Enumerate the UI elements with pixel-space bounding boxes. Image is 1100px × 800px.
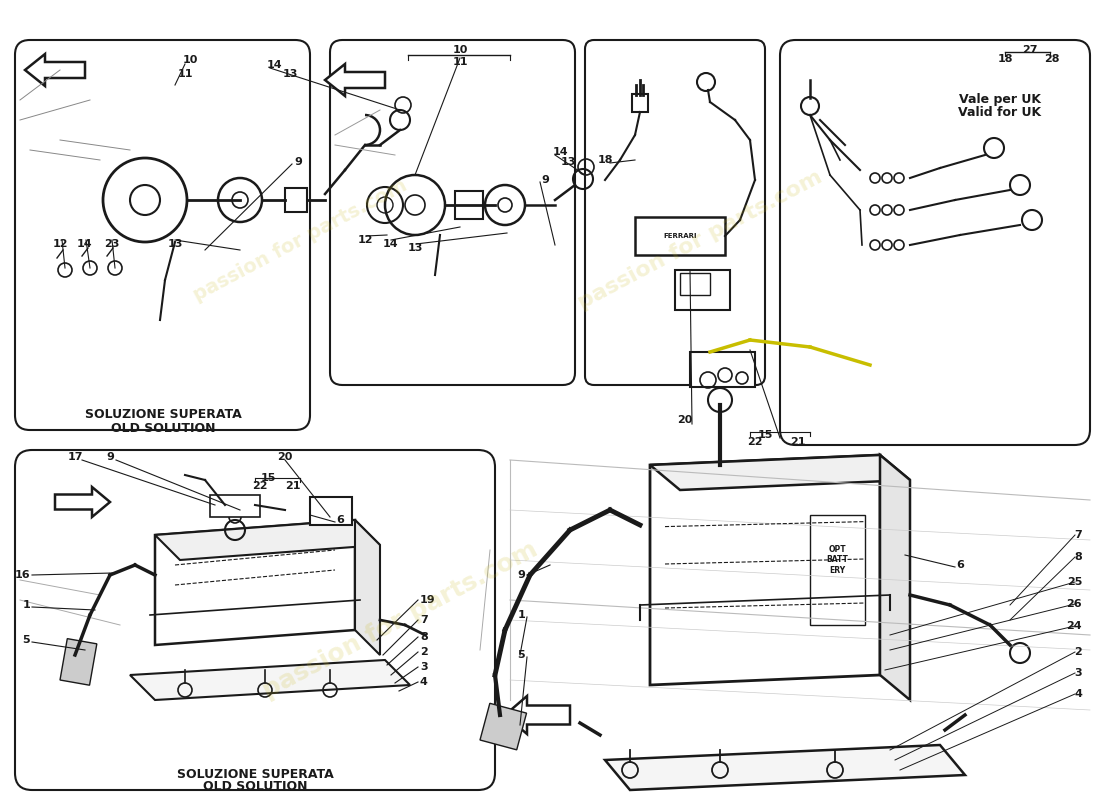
Text: 6: 6 — [956, 560, 964, 570]
Text: 2: 2 — [1075, 647, 1082, 657]
Bar — [635, 217, 725, 255]
Text: 11: 11 — [452, 57, 468, 67]
Text: OLD SOLUTION: OLD SOLUTION — [111, 422, 216, 434]
Text: 12: 12 — [358, 235, 373, 245]
Text: Valid for UK: Valid for UK — [958, 106, 1042, 119]
Text: 21: 21 — [285, 481, 300, 491]
Text: 5: 5 — [22, 635, 30, 645]
Polygon shape — [155, 520, 380, 560]
Text: 27: 27 — [1022, 45, 1037, 55]
Bar — [285, 188, 307, 212]
Text: 19: 19 — [420, 595, 436, 605]
Text: 18: 18 — [998, 54, 1013, 64]
Bar — [632, 94, 648, 112]
Text: OPT
BATT
ERY: OPT BATT ERY — [826, 545, 848, 575]
Bar — [310, 497, 352, 525]
Text: SOLUZIONE SUPERATA: SOLUZIONE SUPERATA — [177, 767, 333, 781]
Text: 5: 5 — [517, 650, 525, 660]
Text: 15: 15 — [757, 430, 772, 440]
Text: 8: 8 — [1075, 552, 1082, 562]
Bar — [455, 191, 483, 219]
Text: 9: 9 — [517, 570, 525, 580]
Text: 9: 9 — [294, 157, 301, 167]
Bar — [480, 703, 527, 750]
Text: 4: 4 — [420, 677, 428, 687]
Text: 14: 14 — [77, 239, 92, 249]
Bar — [60, 638, 97, 686]
Text: 4: 4 — [1074, 689, 1082, 699]
Text: 23: 23 — [104, 239, 120, 249]
Text: 12: 12 — [53, 239, 68, 249]
Text: 13: 13 — [560, 157, 575, 167]
Text: passion for parts.com: passion for parts.com — [574, 167, 825, 313]
Text: 13: 13 — [283, 69, 298, 79]
Bar — [810, 515, 865, 625]
Text: 14: 14 — [552, 147, 568, 157]
Text: Vale per UK: Vale per UK — [959, 94, 1041, 106]
Text: 13: 13 — [407, 243, 422, 253]
Text: 6: 6 — [337, 515, 344, 525]
Text: SOLUZIONE SUPERATA: SOLUZIONE SUPERATA — [85, 409, 241, 422]
Text: 26: 26 — [1066, 599, 1082, 609]
Text: 8: 8 — [420, 632, 428, 642]
Text: 2: 2 — [420, 647, 428, 657]
Polygon shape — [324, 64, 385, 96]
Text: OLD SOLUTION: OLD SOLUTION — [202, 781, 307, 794]
Polygon shape — [55, 487, 110, 517]
Text: 22: 22 — [747, 437, 762, 447]
Polygon shape — [505, 696, 570, 734]
Text: 11: 11 — [177, 69, 192, 79]
Polygon shape — [25, 54, 85, 86]
Text: 10: 10 — [452, 45, 468, 55]
Text: 20: 20 — [678, 415, 693, 425]
Text: 13: 13 — [167, 239, 183, 249]
Bar — [680, 273, 710, 295]
Text: passion for parts.com: passion for parts.com — [258, 537, 541, 703]
Polygon shape — [880, 455, 910, 700]
Text: 3: 3 — [1075, 668, 1082, 678]
Polygon shape — [650, 455, 880, 685]
Text: 24: 24 — [1066, 621, 1082, 631]
Polygon shape — [130, 660, 410, 700]
Text: 16: 16 — [14, 570, 30, 580]
Text: passion for parts.com: passion for parts.com — [190, 175, 410, 305]
Bar — [210, 495, 260, 517]
Text: 1: 1 — [22, 600, 30, 610]
Text: 7: 7 — [420, 615, 428, 625]
Text: 3: 3 — [420, 662, 428, 672]
Text: 14: 14 — [382, 239, 398, 249]
Polygon shape — [155, 520, 355, 645]
Text: 21: 21 — [790, 437, 805, 447]
Text: 9: 9 — [106, 452, 114, 462]
Text: 1: 1 — [517, 610, 525, 620]
Polygon shape — [605, 745, 965, 790]
Text: 28: 28 — [1044, 54, 1059, 64]
Bar — [690, 352, 755, 387]
Text: 25: 25 — [1067, 577, 1082, 587]
Bar — [675, 270, 730, 310]
Polygon shape — [355, 520, 380, 655]
Text: 7: 7 — [1075, 530, 1082, 540]
Text: 15: 15 — [261, 473, 276, 483]
Text: 9: 9 — [541, 175, 549, 185]
Polygon shape — [650, 455, 910, 490]
Text: 20: 20 — [277, 452, 293, 462]
Text: 10: 10 — [183, 55, 198, 65]
Text: 22: 22 — [252, 481, 267, 491]
Text: 14: 14 — [267, 60, 283, 70]
Text: FERRARI: FERRARI — [663, 233, 696, 239]
Text: 18: 18 — [597, 155, 613, 165]
Text: 17: 17 — [67, 452, 82, 462]
